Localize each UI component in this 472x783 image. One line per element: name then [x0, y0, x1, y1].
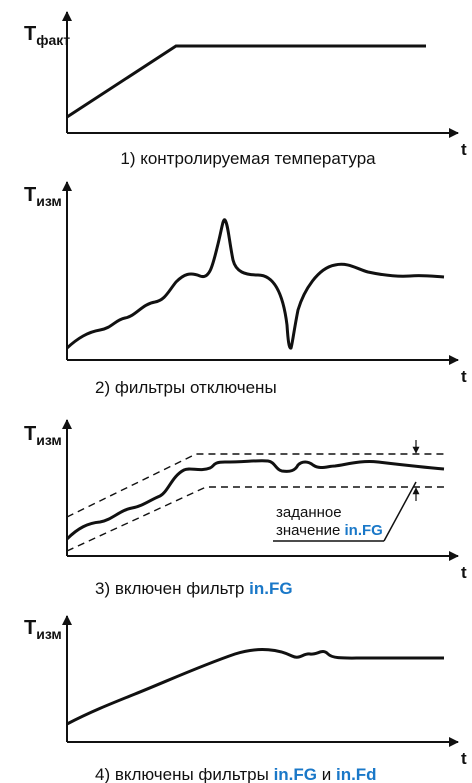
y-axis-subscript: изм: [36, 432, 62, 448]
x-axis-label: t: [461, 367, 467, 386]
caption-2: 2) фильтры отключены: [95, 378, 277, 397]
y-axis-label: Tфакт: [24, 23, 70, 48]
caption-text: и: [317, 765, 336, 783]
panel-3: Tизм t заданное значение in.FG 3) включе…: [24, 419, 467, 598]
fg-filtered-curve: [65, 459, 445, 541]
fg-fd-filtered-curve: [66, 648, 444, 726]
x-axis-label: t: [461, 749, 467, 768]
panel-1: Tфакт t 1) контролируемая температура: [24, 11, 467, 168]
parameter-name: in.Fd: [336, 765, 377, 783]
x-axis-label: t: [461, 563, 467, 582]
y-axis-subscript: изм: [36, 626, 62, 642]
y-axis-symbol: T: [24, 617, 36, 639]
panel-4: Tизм t 4) включены фильтры in.FG и in.Fd: [24, 615, 467, 783]
setpoint-note-line2: значение in.FG: [276, 522, 383, 539]
panel-2: Tизм t 2) фильтры отключены: [24, 181, 467, 397]
y-axis-label: Tизм: [24, 617, 62, 642]
lower-band-line: [66, 486, 444, 552]
y-axis-symbol: T: [24, 23, 36, 45]
y-axis-subscript: факт: [36, 32, 70, 48]
unfiltered-measured-curve: [65, 218, 445, 350]
y-axis-subscript: изм: [36, 193, 62, 209]
caption-3: 3) включен фильтр in.FG: [95, 579, 293, 598]
caption-1: 1) контролируемая температура: [120, 149, 376, 168]
parameter-name: in.FG: [345, 522, 383, 539]
caption-text: значение: [276, 522, 345, 539]
y-axis-label: Tизм: [24, 423, 62, 448]
caption-4: 4) включены фильтры in.FG и in.Fd: [95, 765, 377, 783]
y-axis-symbol: T: [24, 423, 36, 445]
note-leader: [383, 481, 417, 542]
caption-text: 4) включены фильтры: [95, 765, 274, 783]
caption-text: 2) фильтры отключены: [95, 378, 277, 397]
parameter-name: in.FG: [274, 765, 317, 783]
note-background: [272, 499, 380, 539]
caption-text: 1) контролируемая температура: [120, 149, 376, 168]
caption-text: 3) включен фильтр: [95, 579, 249, 598]
x-axis-label: t: [461, 140, 467, 159]
setpoint-note-line1: заданное: [276, 504, 342, 521]
parameter-name: in.FG: [249, 579, 292, 598]
temperature-curve: [66, 44, 426, 119]
y-axis-label: Tизм: [24, 184, 62, 209]
y-axis-symbol: T: [24, 184, 36, 206]
